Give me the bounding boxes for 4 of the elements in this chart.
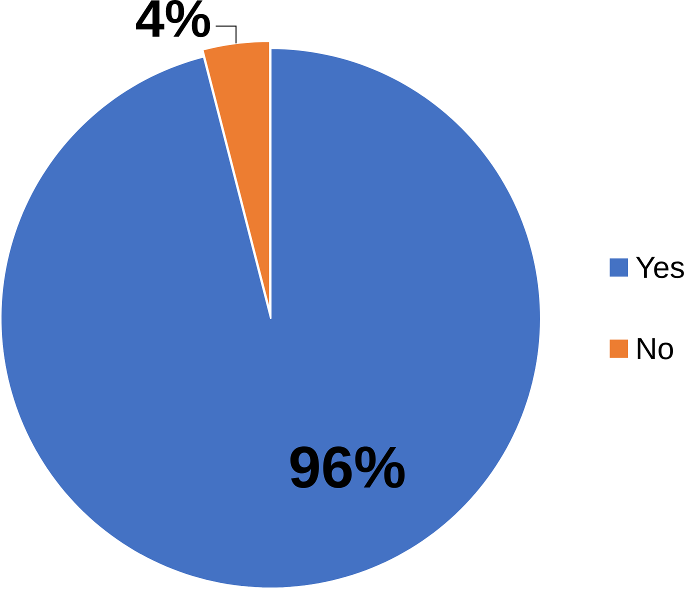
legend-label: Yes [636, 256, 684, 278]
legend-label: No [638, 338, 673, 360]
data-label: 96% [290, 446, 405, 488]
data-label: 4% [136, 0, 210, 38]
